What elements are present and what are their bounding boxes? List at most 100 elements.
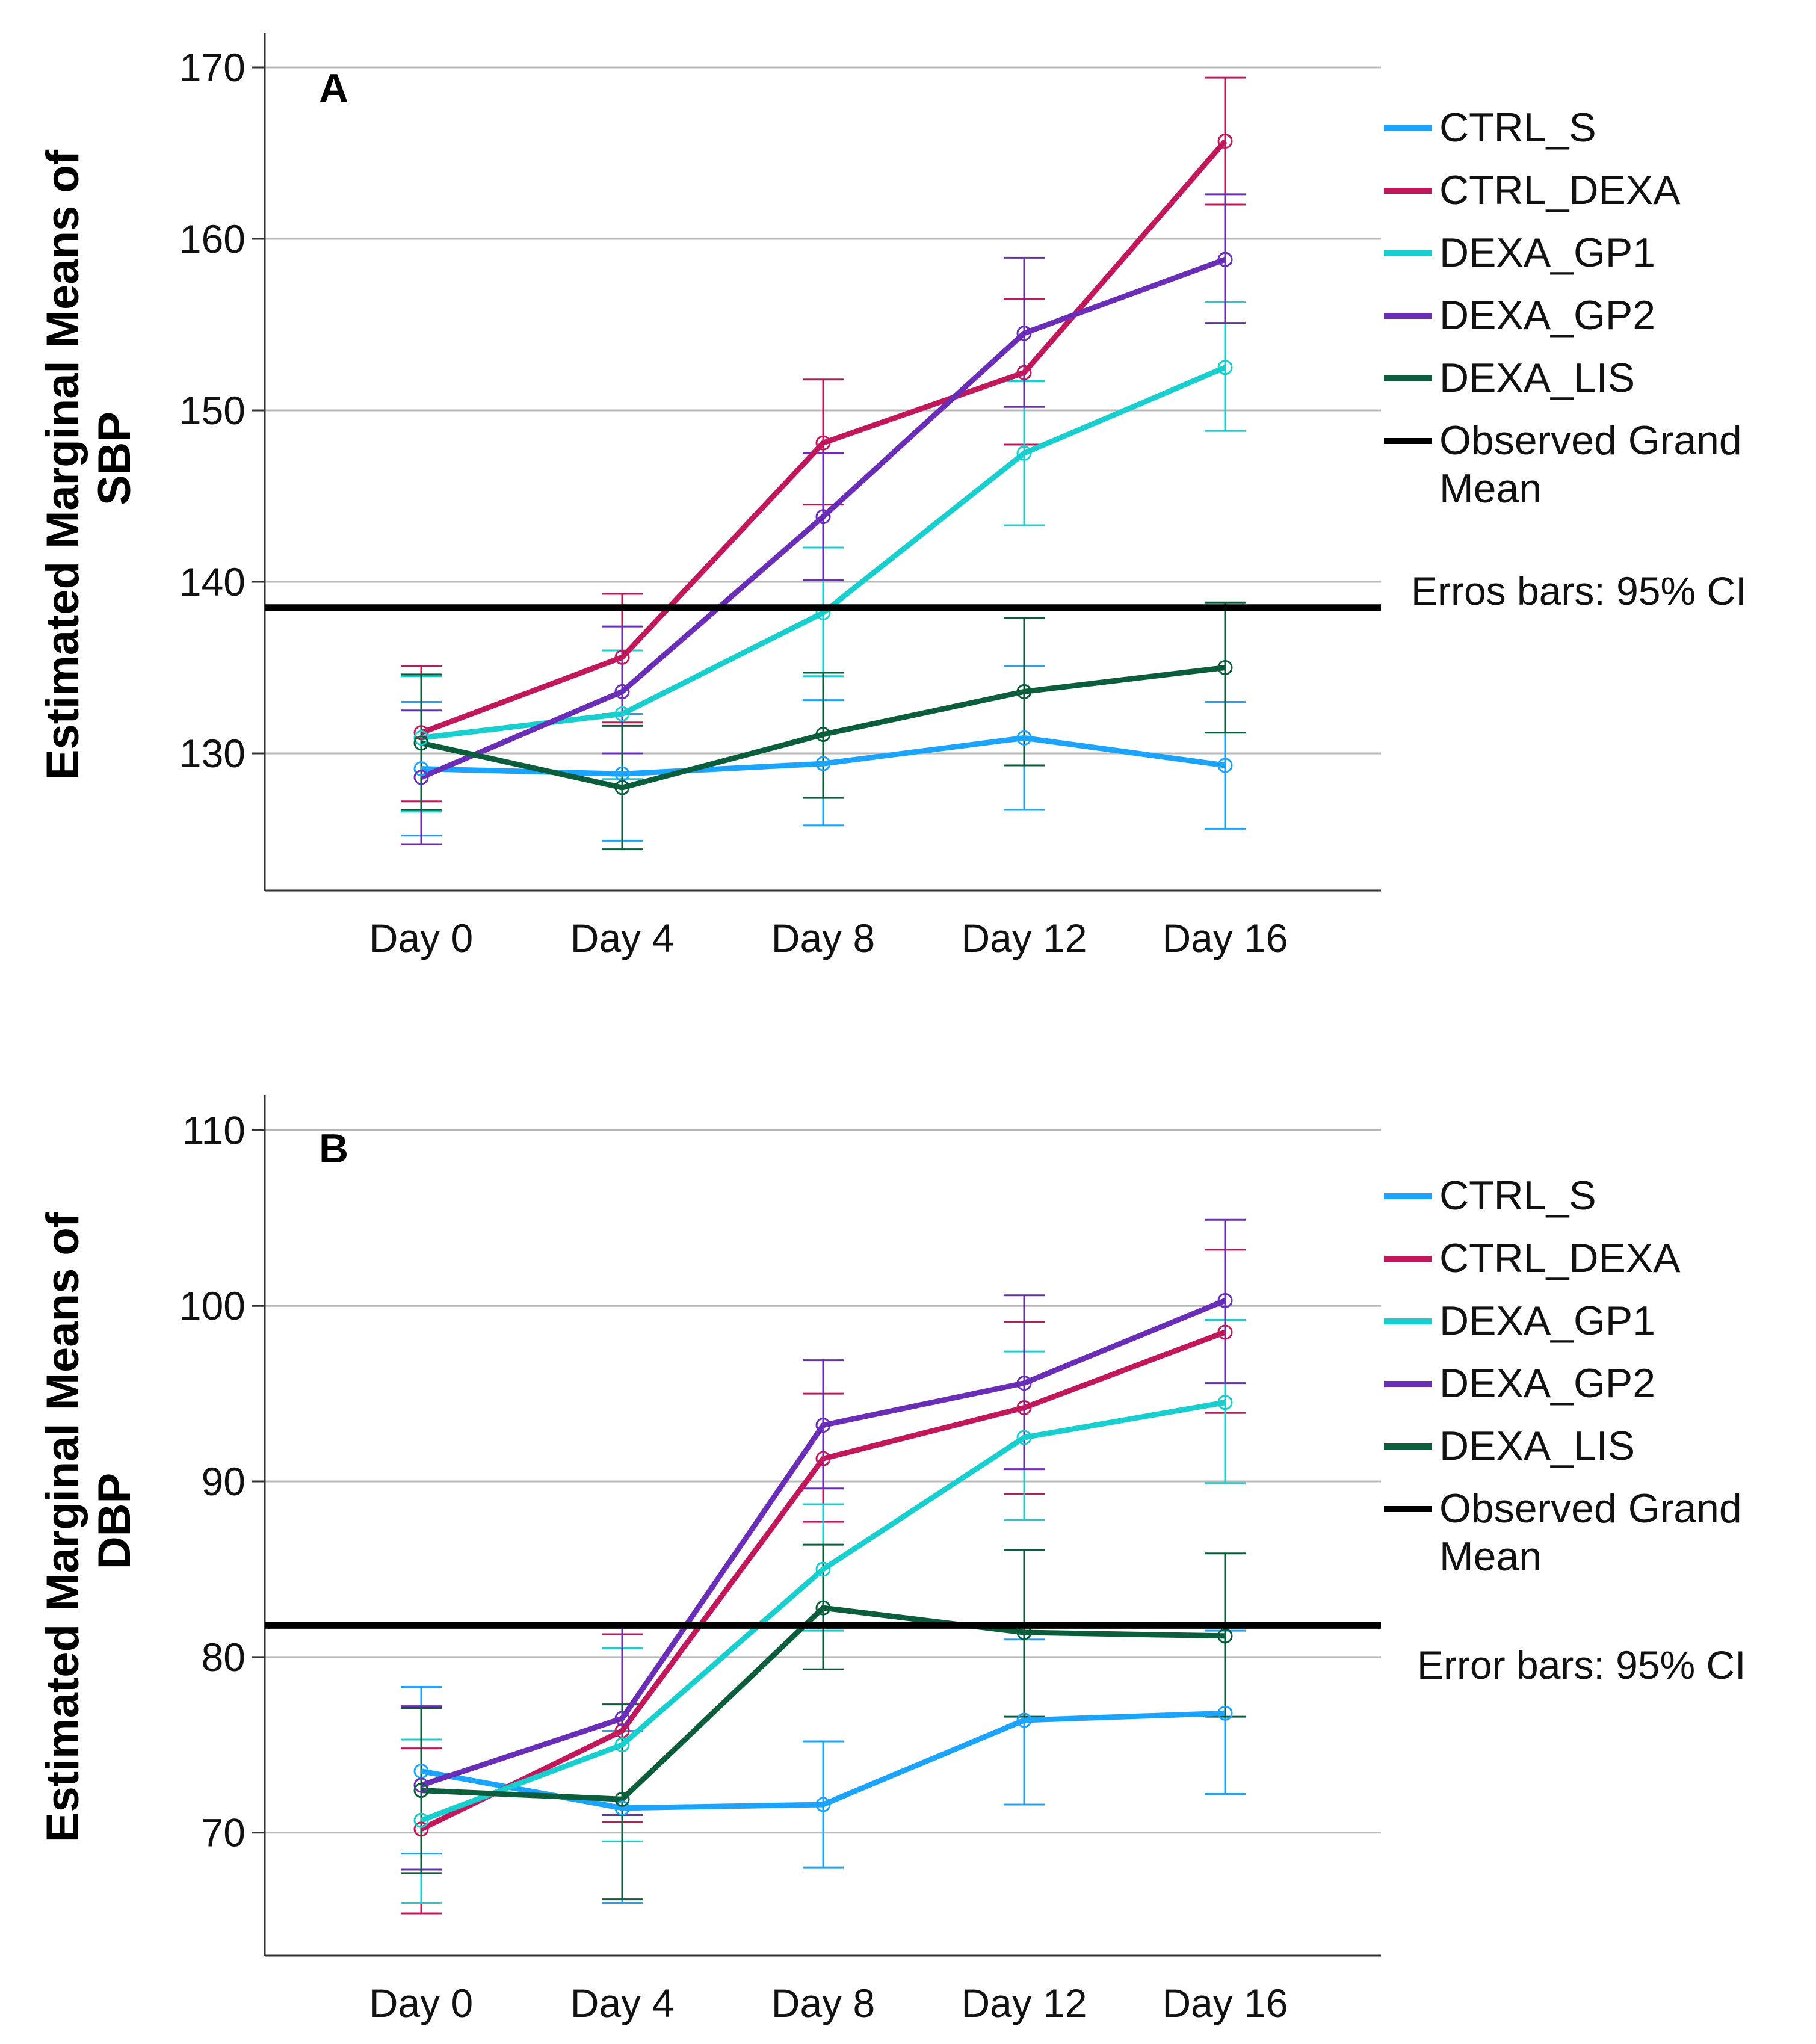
data-point-dexa-gp1-0 (413, 1812, 429, 1828)
series-line-dexa-lis (421, 665, 1226, 791)
panel-b-dbp-chart: 70 80 90 100 110 Day 0 Day 4 Day 8 Day 12 Day 16… (37, 1095, 1746, 2025)
data-point-dexa-gp1-1 (614, 706, 630, 721)
y-axis-title: Estimated Marginal Means of SBP (37, 137, 140, 780)
x-axis-ticks: Day 0 Day 4 Day 8 Day 12 Day 16 (369, 916, 1288, 960)
data-point-dexa-gp2-0 (413, 1777, 429, 1793)
data-point-ctrl-dexa-0 (413, 1821, 429, 1837)
legend-label-grand-mean-line2: Mean (1439, 1534, 1542, 1579)
y-axis-title-line1: Estimated Marginal Means of (37, 1212, 88, 1842)
legend-label-grand-mean: Observed Grand Mean (1439, 418, 1742, 511)
x-tick-label-3: Day 12 (961, 916, 1087, 960)
data-point-dexa-gp2-0 (413, 770, 429, 785)
legend-label-dexa-lis: DEXA_LIS (1439, 1423, 1635, 1469)
y-axis-title-line2: SBP (89, 412, 140, 505)
data-point-ctrl-dexa-3 (1016, 365, 1032, 380)
legend: CTRL_S CTRL_DEXA DEXA_GP1 DEXA_GP2 DEXA_LIS O… (1384, 1173, 1742, 1579)
data-point-ctrl-dexa-3 (1016, 1400, 1032, 1415)
data-point-dexa-gp1-3 (1016, 445, 1032, 461)
y-axis-title: Estimated Marginal Means of DBP (37, 1200, 140, 1842)
legend-label-grand-mean-line1: Observed Grand (1439, 418, 1742, 463)
data-point-dexa-gp2-1 (614, 684, 630, 699)
legend-label-ctrl-dexa: CTRL_DEXA (1439, 167, 1681, 213)
legend-label-dexa-gp1: DEXA_GP1 (1439, 230, 1655, 276)
y-tick-label-110: 110 (182, 1108, 246, 1152)
series-lines (420, 1298, 1226, 1832)
data-point-dexa-lis-2 (815, 727, 831, 743)
y-tick-label-90: 90 (202, 1459, 246, 1504)
data-point-dexa-gp2-3 (1016, 1376, 1032, 1391)
data-point-dexa-gp1-0 (413, 730, 429, 746)
legend-label-grand-mean-line1: Observed Grand (1439, 1486, 1742, 1531)
legend-label-grand-mean: Observed Grand Mean (1439, 1486, 1742, 1579)
legend-label-dexa-gp1: DEXA_GP1 (1439, 1298, 1655, 1344)
y-axis-title-line2: DBP (89, 1473, 140, 1569)
y-axis-ticks: 70 80 90 100 110 (179, 1108, 265, 1855)
data-point-dexa-gp2-4 (1217, 252, 1233, 267)
y-axis-ticks: 130 140 150 160 170 (179, 45, 265, 776)
x-tick-label-2: Day 8 (771, 916, 875, 960)
data-point-dexa-gp2-4 (1217, 1292, 1233, 1308)
legend-label-ctrl-s: CTRL_S (1439, 105, 1596, 150)
y-tick-label-170: 170 (179, 45, 246, 90)
panel-label: B (319, 1126, 348, 1172)
data-point-dexa-lis-4 (1217, 1628, 1233, 1644)
data-point-ctrl-dexa-4 (1217, 1324, 1233, 1340)
series-line-ctrl-dexa (420, 139, 1228, 736)
y-axis-title-line1: Estimated Marginal Means of (37, 149, 88, 780)
data-point-markers (413, 1292, 1233, 1837)
series-line-ctrl-dexa (420, 1329, 1226, 1832)
data-point-dexa-lis-2 (815, 1600, 831, 1616)
x-axis-ticks: Day 0 Day 4 Day 8 Day 12 Day 16 (369, 1981, 1288, 2025)
data-point-dexa-gp1-4 (1217, 1395, 1233, 1410)
data-point-dexa-gp2-2 (815, 509, 831, 525)
series-lines (420, 139, 1228, 791)
data-point-dexa-lis-0 (413, 1783, 429, 1799)
error-bar-note: Error bars: 95% CI (1417, 1643, 1746, 1687)
x-tick-label-4: Day 16 (1162, 1981, 1288, 2025)
series-line-dexa-lis (421, 1605, 1226, 1802)
error-bar-dexa-lis-0 (401, 1707, 442, 1874)
data-point-ctrl-s-2 (815, 756, 831, 771)
legend: CTRL_S CTRL_DEXA DEXA_GP1 DEXA_GP2 DEXA_LIS O… (1384, 105, 1742, 511)
data-point-ctrl-dexa-0 (413, 725, 429, 741)
data-point-dexa-lis-0 (413, 735, 429, 751)
x-tick-label-4: Day 16 (1162, 916, 1288, 960)
series-line-dexa-gp2 (420, 1298, 1226, 1788)
data-point-dexa-gp1-4 (1217, 360, 1233, 375)
panel-label: A (319, 66, 348, 111)
data-point-markers (413, 134, 1233, 795)
data-point-ctrl-s-3 (1016, 730, 1032, 746)
data-point-dexa-gp2-3 (1016, 326, 1032, 341)
data-point-dexa-gp1-3 (1016, 1430, 1032, 1445)
y-tick-label-100: 100 (179, 1283, 246, 1328)
y-tick-label-160: 160 (179, 217, 246, 261)
y-tick-label-130: 130 (179, 731, 246, 776)
data-point-dexa-gp1-1 (614, 1737, 630, 1753)
data-point-ctrl-s-0 (413, 761, 429, 777)
legend-label-dexa-gp2: DEXA_GP2 (1439, 1360, 1655, 1406)
data-point-ctrl-s-3 (1016, 1712, 1032, 1728)
data-point-ctrl-s-1 (614, 1800, 630, 1816)
data-point-ctrl-s-4 (1217, 1705, 1233, 1721)
data-point-ctrl-dexa-2 (815, 435, 831, 451)
data-point-dexa-lis-1 (614, 1791, 630, 1807)
error-bar-dexa-lis-0 (401, 673, 442, 811)
error-bar-note: Erros bars: 95% CI (1411, 569, 1747, 613)
x-tick-label-0: Day 0 (369, 916, 473, 960)
data-point-dexa-gp1-2 (815, 1561, 831, 1577)
data-point-ctrl-dexa-4 (1217, 134, 1233, 149)
data-point-dexa-gp2-1 (614, 1711, 630, 1726)
legend-label-dexa-lis: DEXA_LIS (1439, 355, 1635, 401)
legend-label-dexa-gp2: DEXA_GP2 (1439, 292, 1655, 338)
x-tick-label-2: Day 8 (771, 1981, 875, 2025)
y-tick-label-80: 80 (202, 1635, 246, 1679)
x-tick-label-1: Day 4 (570, 916, 674, 960)
data-point-ctrl-s-2 (815, 1797, 831, 1812)
legend-label-grand-mean-line2: Mean (1439, 466, 1542, 511)
y-tick-label-140: 140 (179, 560, 246, 604)
x-tick-label-3: Day 12 (961, 1981, 1087, 2025)
legend-label-ctrl-dexa: CTRL_DEXA (1439, 1235, 1681, 1281)
data-point-dexa-lis-3 (1016, 684, 1032, 699)
